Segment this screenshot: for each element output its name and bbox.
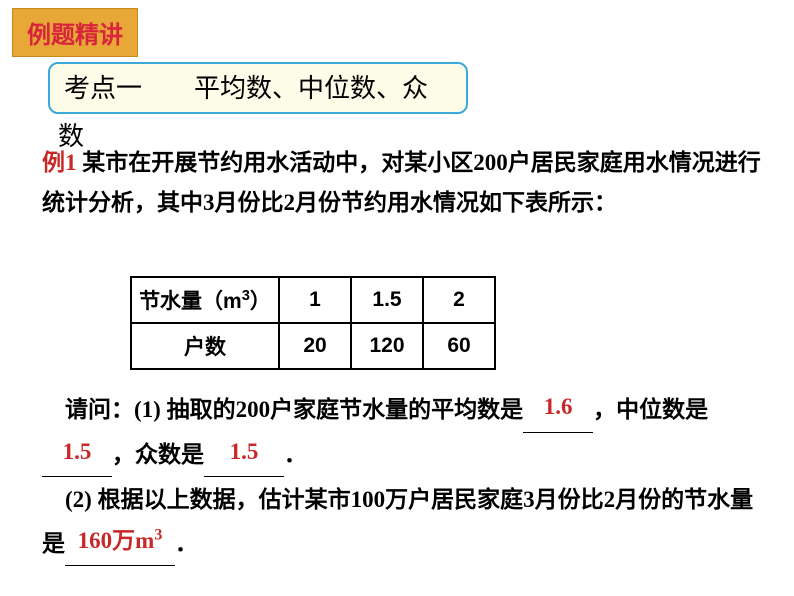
table-cell: 20 (279, 323, 351, 369)
q1-mid2: ，众数是 (112, 442, 204, 467)
table-cell: 60 (423, 323, 495, 369)
header-badge: 例题精讲 (12, 8, 138, 57)
q1-mid1: ，中位数是 (593, 397, 708, 422)
blank-mean: 1.6 (523, 388, 593, 433)
table-cell: 1.5 (351, 277, 423, 323)
answer-mean: 1.6 (544, 394, 573, 419)
topic-box: 考点一 平均数、中位数、众 (48, 62, 468, 114)
answer-mode: 1.5 (230, 439, 259, 464)
q2-suffix: ． (175, 531, 198, 556)
blank-total: 160万m3 (65, 522, 175, 567)
blank-mode: 1.5 (204, 433, 284, 478)
table-row: 节水量（m3） 1 1.5 2 (131, 277, 495, 323)
question-2: (2) 根据以上数据，估计某市100万户居民家庭3月份比2月份的节水量是160万… (42, 478, 762, 566)
problem-statement: 例1 某市在开展节约用水活动中，对某小区200户居民家庭用水情况进行统计分析，其… (42, 143, 762, 224)
table-cell: 120 (351, 323, 423, 369)
topic-line1: 考点一 平均数、中位数、众 (64, 74, 428, 103)
q1-prefix: 请问：(1) 抽取的200户家庭节水量的平均数是 (42, 397, 523, 422)
q1-suffix: ． (284, 442, 307, 467)
table-row: 户数 20 120 60 (131, 323, 495, 369)
question-1: 请问：(1) 抽取的200户家庭节水量的平均数是 1.6 ，中位数是 1.5 ，众数是 1… (42, 388, 762, 477)
example-label: 例1 (42, 150, 77, 175)
water-savings-table: 节水量（m3） 1 1.5 2 户数 20 120 60 (130, 276, 496, 370)
row1-header: 节水量（m3） (131, 277, 279, 323)
problem-body: 某市在开展节约用水活动中，对某小区200户居民家庭用水情况进行统计分析，其中3月… (42, 150, 761, 215)
answer-median: 1.5 (63, 439, 92, 464)
table-cell: 1 (279, 277, 351, 323)
blank-median: 1.5 (42, 433, 112, 478)
answer-total: 160万m3 (78, 528, 163, 553)
row2-header: 户数 (131, 323, 279, 369)
table-cell: 2 (423, 277, 495, 323)
